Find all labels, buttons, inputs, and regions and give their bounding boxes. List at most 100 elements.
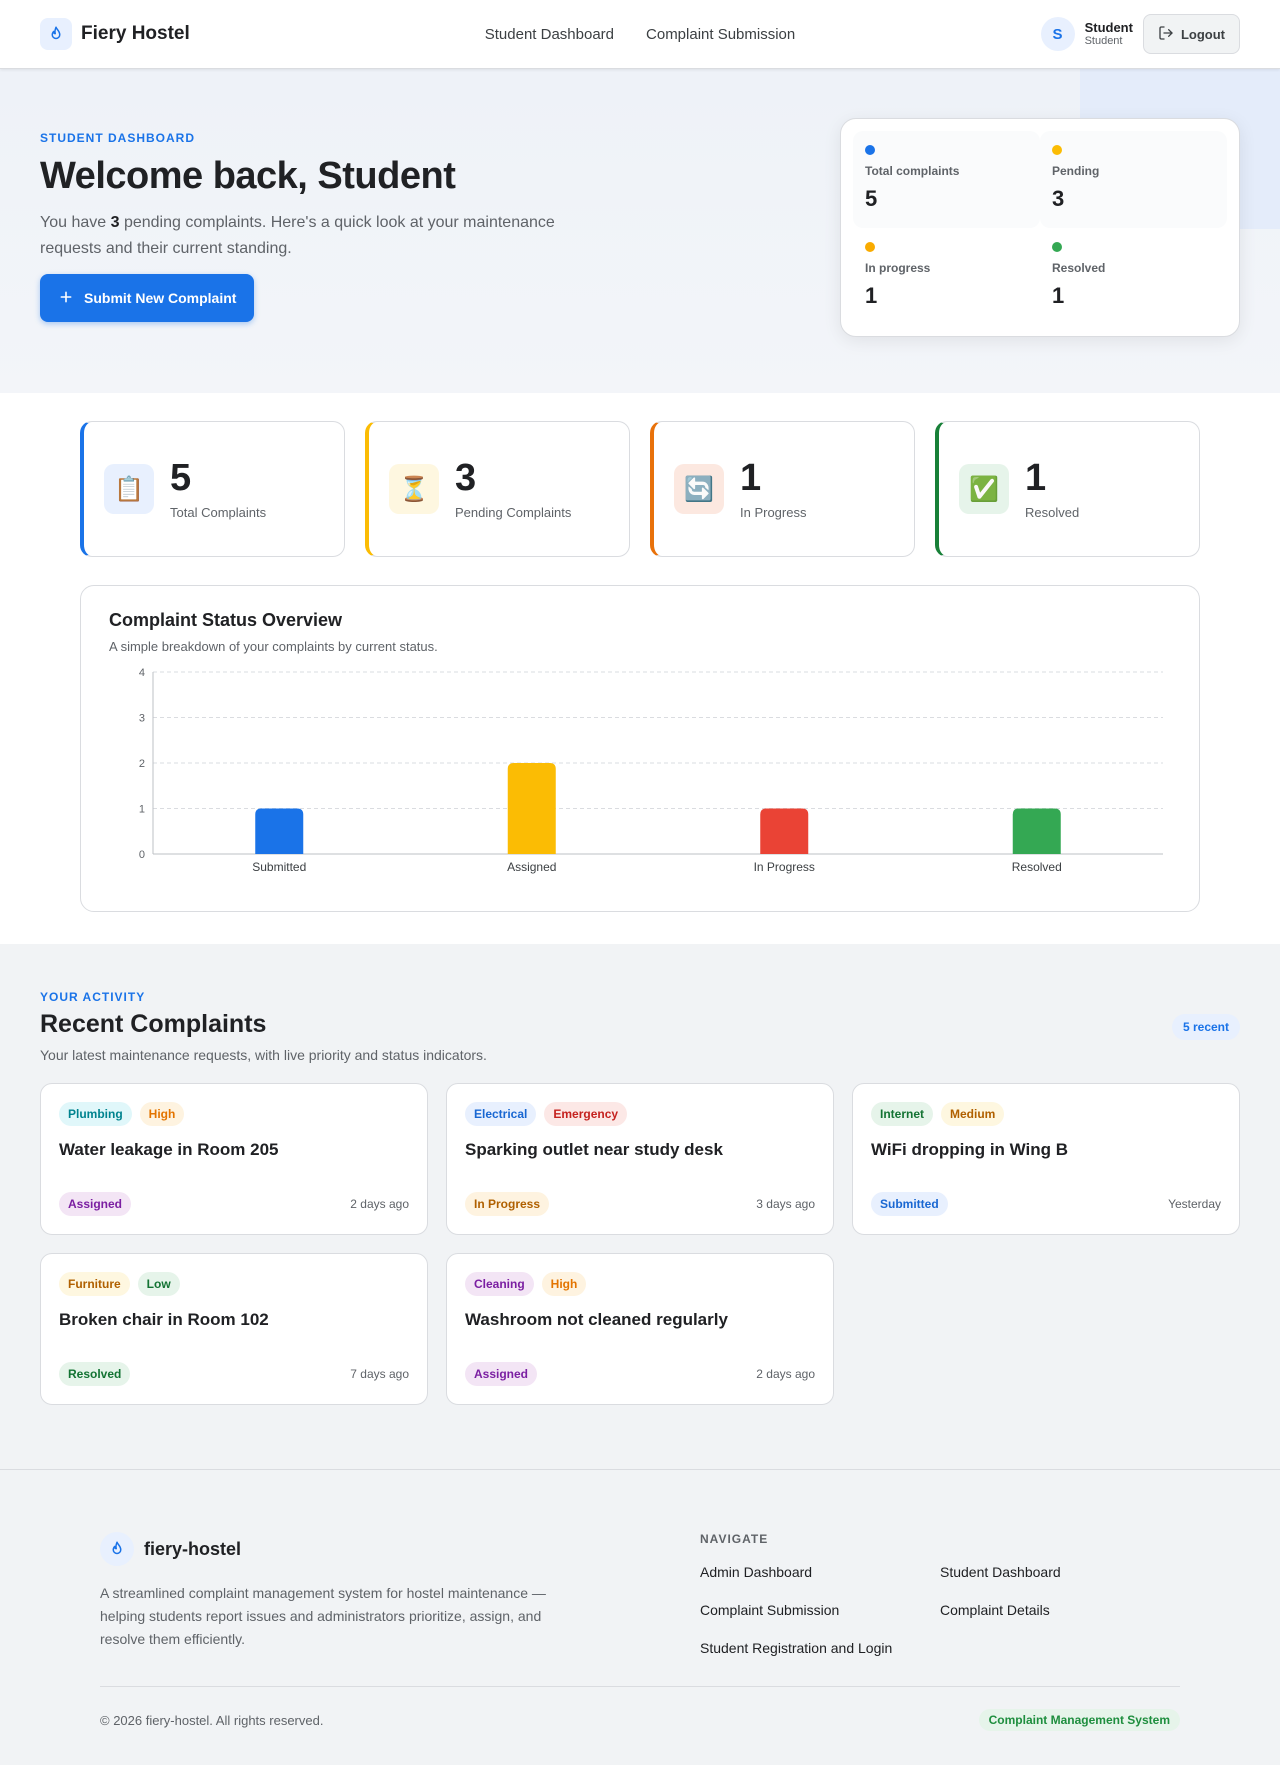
summary-label: Total complaints <box>865 164 960 178</box>
complaint-time: 2 days ago <box>756 1367 815 1381</box>
summary-item-in-progress: In progress 1 <box>853 228 1040 325</box>
footer-brand[interactable]: fiery-hostel <box>100 1532 550 1566</box>
recent-count-badge: 5 recent <box>1171 1014 1240 1040</box>
page-title: Welcome back, Student <box>40 155 456 197</box>
footer-link-registration-login[interactable]: Student Registration and Login <box>700 1640 893 1656</box>
stat-card-in-progress: 🔄 1 In Progress <box>650 421 915 557</box>
complaint-cards-grid: Plumbing High Water leakage in Room 205 Ass… <box>40 1083 1240 1405</box>
flame-icon <box>40 18 72 50</box>
stat-value: 3 <box>455 456 477 499</box>
complaint-tags: Internet Medium <box>871 1102 1221 1126</box>
footer-link-student-dashboard[interactable]: Student Dashboard <box>940 1564 1061 1580</box>
footer-badge: Complaint Management System <box>978 1709 1180 1731</box>
summary-item-total: Total complaints 5 <box>853 131 1040 228</box>
priority-tag: Medium <box>941 1102 1005 1126</box>
recent-header: YOUR ACTIVITY Recent Complaints Your lat… <box>40 990 1240 1063</box>
complaint-card[interactable]: Electrical Emergency Sparking outlet near … <box>446 1083 834 1235</box>
y-tick-label: 0 <box>139 849 145 861</box>
stat-body: 5 Total Complaints <box>170 459 266 520</box>
priority-tag: High <box>139 1102 185 1126</box>
logout-icon <box>1158 25 1174 44</box>
stats-row: 📋 5 Total Complaints ⏳ 3 Pending Complai… <box>80 421 1200 557</box>
complaint-tags: Electrical Emergency <box>465 1102 815 1126</box>
stat-value: 1 <box>740 456 762 499</box>
complaint-time: 3 days ago <box>756 1197 815 1211</box>
hero-intro: STUDENT DASHBOARD Welcome back, Student … <box>40 131 600 322</box>
stat-label: Total Complaints <box>170 504 267 520</box>
footer-bottom: © 2026 fiery-hostel. All rights reserved… <box>100 1709 1180 1731</box>
recent-eyebrow: YOUR ACTIVITY <box>40 990 146 1004</box>
complaint-time: 2 days ago <box>350 1197 409 1211</box>
x-tick-label: In Progress <box>754 860 815 874</box>
bar-resolved[interactable] <box>1012 808 1061 855</box>
recent-complaints-section: YOUR ACTIVITY Recent Complaints Your lat… <box>0 944 1280 1470</box>
status-dot <box>1052 145 1062 155</box>
priority-tag: Emergency <box>544 1102 628 1126</box>
plus-icon <box>58 289 74 308</box>
complaint-card[interactable]: Furniture Low Broken chair in Room 102 Reso… <box>40 1253 428 1405</box>
summary-label: Resolved <box>1052 260 1106 275</box>
brand[interactable]: Fiery Hostel <box>40 18 340 50</box>
nav-link-student-dashboard[interactable]: Student Dashboard <box>484 25 615 43</box>
avatar[interactable]: S <box>1040 17 1075 51</box>
summary-value: 1 <box>1052 282 1065 308</box>
summary-value: 5 <box>865 186 878 211</box>
pending-count: 3 <box>110 214 120 231</box>
user-role: Student <box>1084 35 1123 48</box>
priority-tag: High <box>541 1272 587 1296</box>
y-tick-label: 1 <box>139 804 145 816</box>
complaint-title: WiFi dropping in Wing B <box>871 1140 1069 1159</box>
status-dot <box>865 145 875 155</box>
hero-section: STUDENT DASHBOARD Welcome back, Student … <box>0 69 1280 393</box>
nav-link-complaint-submission[interactable]: Complaint Submission <box>646 25 796 43</box>
summary-label: Pending <box>1052 164 1100 178</box>
summary-value: 3 <box>1052 186 1065 211</box>
bar-submitted[interactable] <box>255 808 304 855</box>
status-dot <box>1052 241 1062 252</box>
status-badge: Assigned <box>59 1192 132 1216</box>
complaint-card[interactable]: Plumbing High Water leakage in Room 205 Ass… <box>40 1083 428 1235</box>
footer-link-admin-dashboard[interactable]: Admin Dashboard <box>700 1564 813 1580</box>
category-tag: Furniture <box>59 1272 130 1296</box>
complaint-time: Yesterday <box>1168 1197 1221 1211</box>
recent-subtitle: Your latest maintenance requests, with l… <box>40 1047 487 1063</box>
submit-new-complaint-label: Submit New Complaint <box>84 290 237 306</box>
footer-link-complaint-details[interactable]: Complaint Details <box>940 1602 1050 1618</box>
recent-title: Recent Complaints <box>40 1010 267 1038</box>
x-tick-label: Submitted <box>252 860 306 874</box>
user-info: Student Student <box>1084 20 1133 48</box>
complaint-tags: Cleaning High <box>465 1272 815 1296</box>
footer-brand-name: fiery-hostel <box>144 1538 242 1559</box>
stat-body: 1 In Progress <box>740 459 806 520</box>
footer-divider <box>100 1686 1180 1687</box>
complaint-card[interactable]: Cleaning High Washroom not cleaned regular… <box>446 1253 834 1405</box>
submit-new-complaint-button[interactable]: Submit New Complaint <box>40 274 255 322</box>
category-tag: Plumbing <box>59 1102 132 1126</box>
y-tick-label: 4 <box>139 667 145 679</box>
category-tag: Electrical <box>465 1102 537 1126</box>
logout-label: Logout <box>1180 26 1225 42</box>
complaint-time: 7 days ago <box>350 1367 409 1381</box>
summary-item-pending: Pending 3 <box>1040 131 1227 228</box>
footer-links: Admin Dashboard Student Dashboard Compla… <box>700 1564 1180 1656</box>
status-chart-card: Complaint Status Overview A simple break… <box>80 585 1200 912</box>
stat-value: 5 <box>170 456 192 499</box>
status-badge: In Progress <box>465 1192 550 1216</box>
complaint-title: Sparking outlet near study desk <box>465 1140 723 1159</box>
flame-icon <box>100 1532 134 1566</box>
status-dot <box>865 241 875 252</box>
footer-link-complaint-submission[interactable]: Complaint Submission <box>700 1602 840 1618</box>
bar-assigned[interactable] <box>507 763 556 854</box>
complaint-footer: Assigned 2 days ago <box>59 1192 409 1216</box>
summary-item-resolved: Resolved 1 <box>1040 228 1227 325</box>
bar-in-progress[interactable] <box>760 808 809 855</box>
stat-body: 1 Resolved <box>1025 459 1079 520</box>
stat-card-pending: ⏳ 3 Pending Complaints <box>365 421 630 557</box>
x-tick-label: Resolved <box>1012 860 1062 874</box>
chart-title: Complaint Status Overview <box>109 610 343 630</box>
hero-subtitle: You have 3 pending complaints. Here's a … <box>40 210 600 262</box>
logout-button[interactable]: Logout <box>1142 14 1240 54</box>
footer-nav: NAVIGATE Admin Dashboard Student Dashboa… <box>700 1532 1180 1656</box>
stat-value: 1 <box>1025 456 1047 499</box>
complaint-card[interactable]: Internet Medium WiFi dropping in Wing B Sub… <box>852 1083 1240 1235</box>
